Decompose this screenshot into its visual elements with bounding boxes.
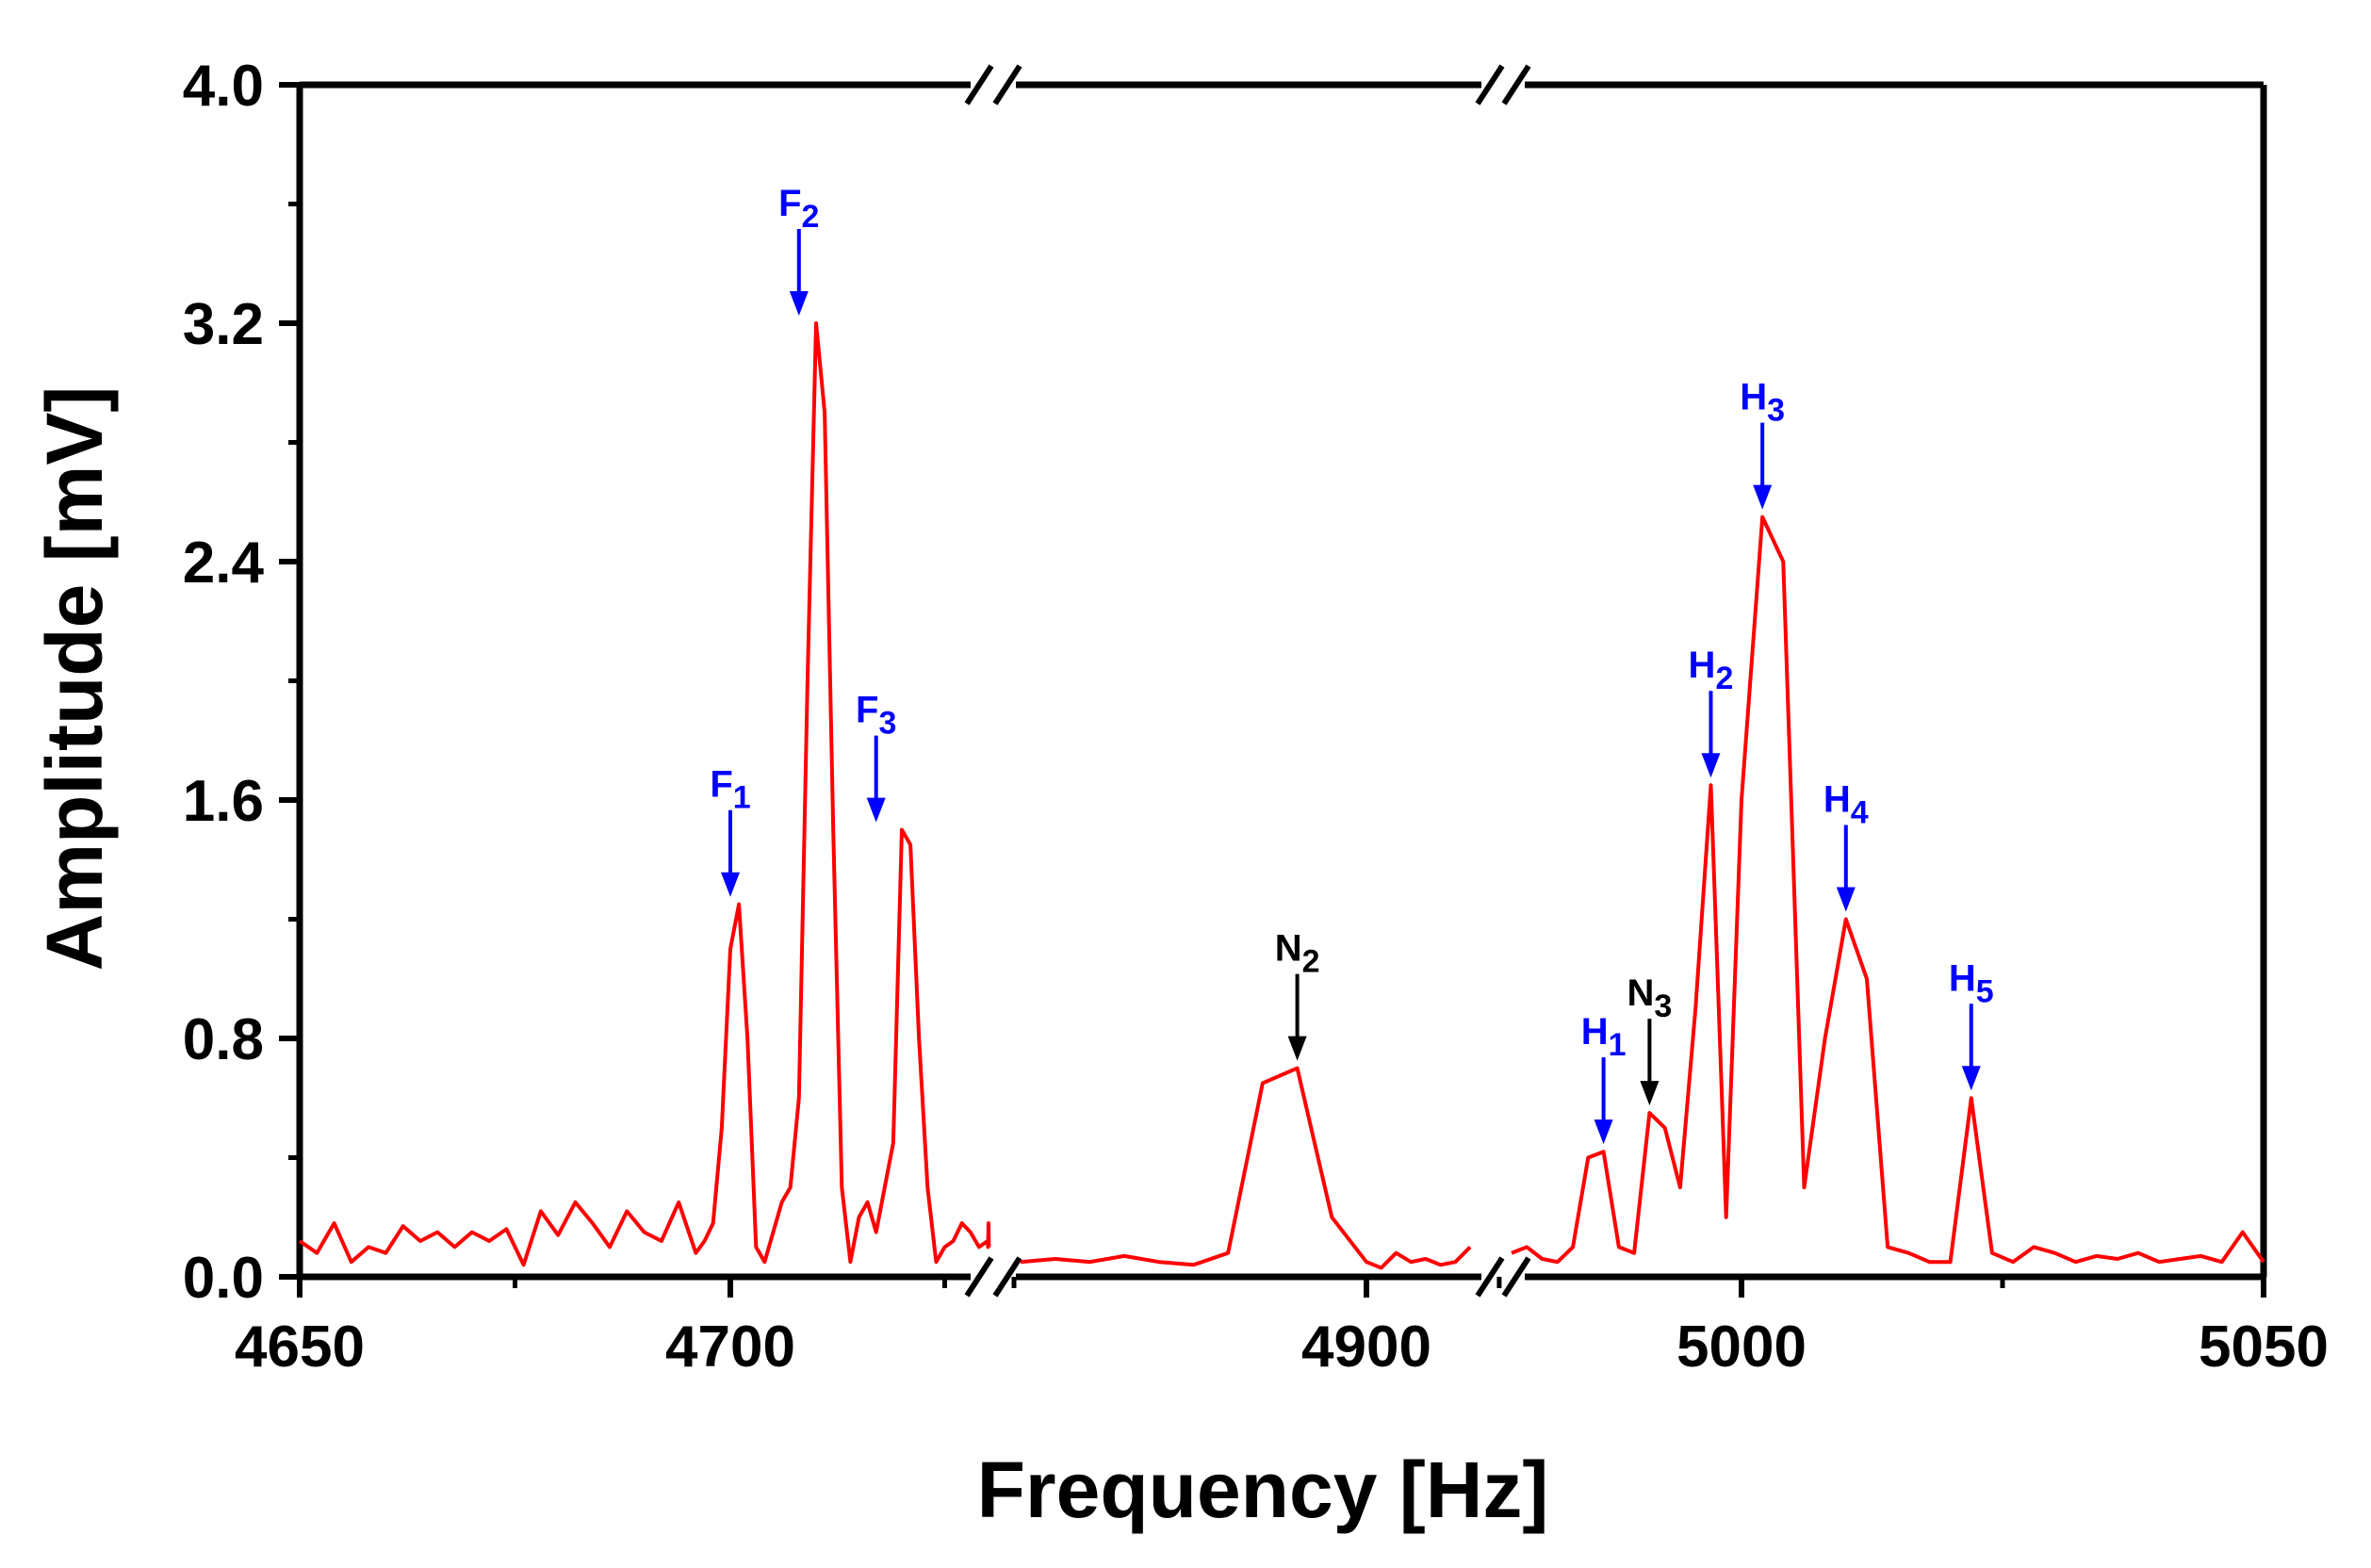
series-line-segment-2 xyxy=(1020,1066,1472,1270)
peak-annotation-F3: F3 xyxy=(856,690,896,823)
annotation-label: N3 xyxy=(1627,972,1672,1024)
peak-annotation-F1: F1 xyxy=(710,764,751,897)
x-tick-label: 5050 xyxy=(2199,1315,2329,1380)
x-tick-label: 5000 xyxy=(1676,1315,1807,1380)
annotation-arrow-head xyxy=(1594,1119,1613,1145)
x-tick-label: 4700 xyxy=(665,1315,795,1380)
annotation-label: H3 xyxy=(1740,377,1785,429)
axis-break-mark xyxy=(964,1256,994,1298)
series-line-segment-1 xyxy=(298,321,991,1267)
annotation-label: N2 xyxy=(1275,928,1320,980)
annotation-arrow-head xyxy=(789,291,809,316)
axis-break-mark xyxy=(1501,1256,1531,1298)
axis-break-mark xyxy=(1475,1256,1505,1298)
annotation-arrow-head xyxy=(866,797,886,823)
annotation-arrow-head xyxy=(1753,484,1773,510)
annotation-label: F3 xyxy=(856,690,896,742)
axis-break-mark xyxy=(992,64,1022,106)
y-tick-label: 1.6 xyxy=(183,769,264,834)
axis-break-mark xyxy=(992,1256,1022,1298)
y-tick-label: 0.0 xyxy=(183,1246,264,1311)
annotation-arrow-head xyxy=(1836,887,1856,912)
annotation-label: H2 xyxy=(1689,645,1734,696)
peak-annotation-N3: N3 xyxy=(1627,972,1672,1106)
series-line-segment-3 xyxy=(1511,514,2265,1265)
annotation-arrow-head xyxy=(721,872,740,897)
annotation-arrow-head xyxy=(1701,753,1721,778)
annotation-arrow-head xyxy=(1640,1081,1660,1106)
peak-annotation-H2: H2 xyxy=(1689,645,1734,778)
y-tick-label: 0.8 xyxy=(183,1007,264,1072)
axis-break-mark xyxy=(964,64,994,106)
axis-break-mark xyxy=(1501,64,1531,106)
y-axis-title: Amplitude [mV] xyxy=(30,386,119,972)
series-layer xyxy=(298,321,2265,1270)
peak-annotation-H1: H1 xyxy=(1581,1011,1627,1145)
axis-break-mark xyxy=(1475,64,1505,106)
annotation-label: H1 xyxy=(1581,1011,1627,1063)
label-layer: Frequency [Hz] Amplitude [mV] xyxy=(30,386,1548,1534)
x-tick-label: 4900 xyxy=(1301,1315,1431,1380)
annotation-arrow-head xyxy=(1961,1066,1981,1091)
x-tick-label: 4650 xyxy=(235,1315,365,1380)
x-axis-title: Frequency [Hz] xyxy=(977,1446,1549,1534)
y-tick-label: 3.2 xyxy=(183,292,264,357)
annotation-label: H5 xyxy=(1949,957,1994,1009)
y-tick-label: 4.0 xyxy=(183,54,264,119)
annotation-label: H4 xyxy=(1823,779,1869,831)
peak-annotation-H4: H4 xyxy=(1823,779,1869,912)
peak-annotation-N2: N2 xyxy=(1275,928,1320,1061)
y-tick-label: 2.4 xyxy=(183,531,265,596)
peak-annotation-F2: F2 xyxy=(778,183,819,316)
peak-annotation-H3: H3 xyxy=(1740,377,1785,510)
peak-annotation-H5: H5 xyxy=(1949,957,1994,1091)
annotation-label: F1 xyxy=(710,764,750,816)
annotation-label: F2 xyxy=(778,183,819,235)
axes: 0.0 0.8 1.6 2.4 3.2 4.0 4650 4700 4900 5000 5050 xyxy=(183,54,2329,1380)
annotation-arrow-head xyxy=(1287,1036,1307,1061)
